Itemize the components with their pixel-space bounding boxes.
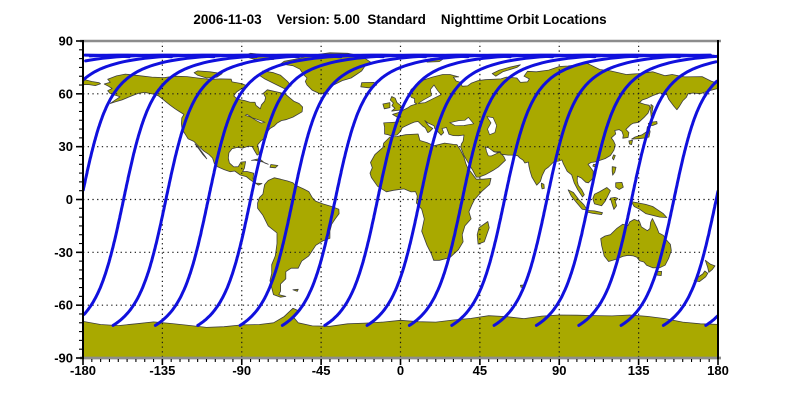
orbit-track (704, 314, 718, 327)
orbit-track (153, 53, 428, 327)
y-tick-label: 60 (59, 86, 73, 101)
x-tick-label: 0 (397, 363, 404, 378)
y-tick-label: 30 (59, 139, 73, 154)
land-new-zealand-north (704, 259, 716, 273)
water-black-sea (448, 116, 475, 127)
tick-labels: -180 -135 -90 -45 0 45 90 135 180 90 60 30 0 -30 -60 -9… (54, 34, 729, 379)
land-north-america (103, 73, 303, 186)
x-tick-label: -90 (232, 363, 251, 378)
graticule-layer (83, 41, 718, 358)
water-caspian-sea (486, 116, 497, 136)
land-borneo (592, 187, 611, 207)
orbit-track (534, 54, 718, 327)
orbit-track (365, 53, 639, 327)
land-kyushu (628, 139, 633, 145)
y-tick-label: 0 (66, 192, 73, 207)
orbit-track (492, 53, 712, 327)
orbit-track (196, 53, 470, 327)
plot-frame (80, 39, 721, 360)
land-luzon (611, 166, 617, 176)
x-tick-label: -45 (312, 363, 331, 378)
x-tick-label: -180 (70, 363, 96, 378)
land-africa (369, 133, 492, 261)
x-tick-label: 135 (628, 363, 650, 378)
orbit-track (83, 53, 343, 316)
orbit-track (238, 53, 512, 327)
land-eurasia (383, 63, 718, 198)
orbit-track (450, 53, 716, 327)
water-great-lakes (244, 113, 266, 124)
orbit-track (577, 60, 718, 327)
orbit-track (407, 53, 682, 327)
water-baltic-sea (417, 84, 442, 104)
land-sri-lanka (540, 182, 545, 190)
x-tick-label: 45 (473, 363, 487, 378)
land-novaya-zemlya (491, 64, 521, 77)
land-baffin-island (259, 70, 292, 89)
land-ireland (382, 102, 391, 110)
orbit-track (111, 53, 385, 327)
land-falkland-islands (292, 288, 299, 292)
y-tick-label: -30 (54, 245, 73, 260)
x-tick-label: 180 (707, 363, 729, 378)
orbit-track (619, 79, 718, 327)
x-tick-label: -135 (149, 363, 175, 378)
land-mindanao (615, 182, 624, 190)
orbit-track (661, 189, 718, 327)
land-sulawesi (610, 197, 619, 210)
orbit-track (323, 53, 597, 327)
land-new-guinea (630, 201, 668, 218)
y-tick-label: 90 (59, 34, 73, 49)
y-tick-label: -60 (54, 298, 73, 313)
land-baja-california (194, 143, 208, 160)
plot-title: 2006-11-03 Version: 5.00 Standard Nightt… (193, 12, 607, 27)
orbit-track (83, 53, 301, 192)
water-persian-gulf (485, 146, 501, 157)
land-hispaniola (269, 164, 279, 169)
orbit-tracks-layer (83, 53, 718, 327)
orbit-track (280, 53, 555, 327)
ticks (76, 40, 719, 365)
x-tick-label: 90 (552, 363, 566, 378)
land-greenland (280, 52, 371, 95)
y-tick-label: -90 (54, 351, 73, 366)
land-taiwan (611, 154, 616, 161)
